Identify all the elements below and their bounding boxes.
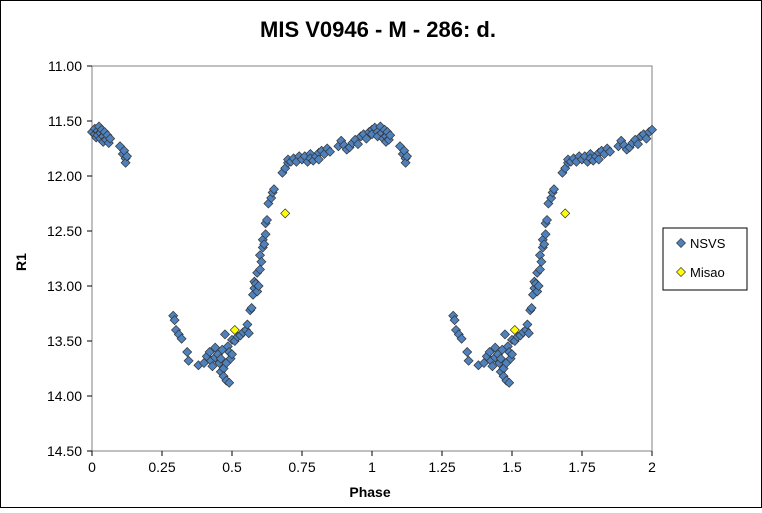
data-point-nsvs — [549, 184, 559, 195]
x-tick-label: 0.25 — [148, 459, 175, 475]
data-point-nsvs — [255, 264, 265, 275]
chart-title: MIS V0946 - M - 286: d. — [260, 17, 496, 42]
data-point-nsvs — [487, 361, 498, 372]
data-point-nsvs — [456, 333, 467, 344]
data-point-misao — [509, 325, 520, 335]
data-point-nsvs — [224, 377, 235, 388]
legend-marker-nsvs — [676, 238, 686, 248]
data-point-nsvs — [313, 154, 324, 165]
y-axis: 11.00 11.50 12.00 12.50 13.00 13.50 14.00 14.50 — [47, 58, 92, 459]
data-point-nsvs — [526, 303, 537, 313]
x-tick-label: 0.5 — [222, 459, 242, 475]
data-point-nsvs — [542, 215, 552, 225]
x-axis-label: Phase — [349, 484, 390, 500]
data-point-nsvs — [122, 151, 132, 162]
data-point-nsvs — [120, 157, 131, 168]
data-point-nsvs — [242, 319, 253, 330]
y-tick-label: 11.00 — [48, 58, 82, 74]
data-point-nsvs — [462, 347, 473, 357]
data-point-nsvs — [204, 347, 215, 357]
data-point-nsvs — [484, 347, 495, 357]
y-tick-label: 12.50 — [47, 223, 82, 239]
data-point-nsvs — [169, 315, 180, 326]
data-point-nsvs — [593, 154, 604, 165]
data-point-nsvs — [176, 333, 187, 344]
data-point-nsvs — [507, 349, 517, 360]
x-tick-label: 0 — [88, 459, 96, 475]
data-point-nsvs — [207, 361, 218, 372]
data-point-nsvs — [385, 130, 396, 141]
data-point-nsvs — [259, 239, 270, 250]
data-point-nsvs — [183, 355, 194, 366]
x-tick-label: 0.75 — [288, 459, 315, 475]
data-point-nsvs — [533, 281, 544, 291]
legend: NSVS Misao — [662, 227, 748, 291]
x-tick-label: 1.75 — [568, 459, 595, 475]
data-point-nsvs — [523, 328, 534, 339]
data-point-nsvs — [535, 264, 545, 275]
data-point-nsvs — [605, 146, 615, 157]
y-tick-label: 11.50 — [48, 113, 82, 129]
data-point-nsvs — [260, 229, 271, 240]
legend-marker-misao — [676, 267, 686, 277]
y-tick-label: 13.50 — [47, 333, 82, 349]
data-point-nsvs — [536, 256, 547, 267]
y-tick-label: 12.00 — [47, 168, 82, 184]
legend-label-misao: Misao — [690, 265, 725, 280]
data-point-nsvs — [215, 353, 226, 364]
data-point-nsvs — [539, 239, 550, 250]
data-point-nsvs — [325, 146, 335, 157]
data-point-nsvs — [269, 184, 279, 195]
y-tick-label: 14.00 — [47, 388, 82, 404]
data-point-nsvs — [227, 349, 237, 360]
x-tick-label: 2 — [648, 459, 656, 475]
data-point-nsvs — [246, 303, 257, 313]
data-point-nsvs — [243, 328, 254, 339]
data-point-nsvs — [495, 353, 506, 364]
data-point-nsvs — [253, 281, 264, 291]
data-point-nsvs — [353, 139, 363, 150]
data-point-nsvs — [500, 329, 510, 340]
x-tick-label: 1 — [368, 459, 376, 475]
y-axis-label: R1 — [13, 253, 29, 271]
data-point-nsvs — [463, 355, 474, 366]
data-point-nsvs — [402, 151, 412, 162]
data-point-nsvs — [504, 377, 515, 388]
x-axis: 0 0.25 0.5 0.75 1 1.25 1.5 1.75 2 — [88, 451, 656, 475]
legend-label-nsvs: NSVS — [690, 236, 726, 251]
y-tick-label: 14.50 — [47, 443, 82, 459]
data-point-nsvs — [256, 256, 267, 267]
data-point-nsvs — [105, 133, 116, 144]
data-point-misao — [229, 325, 240, 335]
data-point-nsvs — [262, 215, 272, 225]
data-point-nsvs — [540, 229, 551, 240]
x-tick-label: 1.25 — [428, 459, 455, 475]
data-point-nsvs — [400, 157, 411, 168]
data-point-nsvs — [220, 329, 230, 340]
data-point-nsvs — [647, 124, 657, 135]
plot-area — [91, 65, 653, 452]
data-point-nsvs — [449, 315, 460, 326]
data-point-nsvs — [522, 319, 533, 330]
data-points — [87, 121, 657, 388]
x-tick-label: 1.5 — [502, 459, 522, 475]
data-point-misao — [280, 208, 291, 219]
data-point-misao — [560, 208, 571, 219]
y-tick-label: 13.00 — [47, 278, 82, 294]
data-point-nsvs — [633, 139, 643, 150]
legend-box — [662, 227, 748, 291]
data-point-nsvs — [182, 347, 193, 357]
